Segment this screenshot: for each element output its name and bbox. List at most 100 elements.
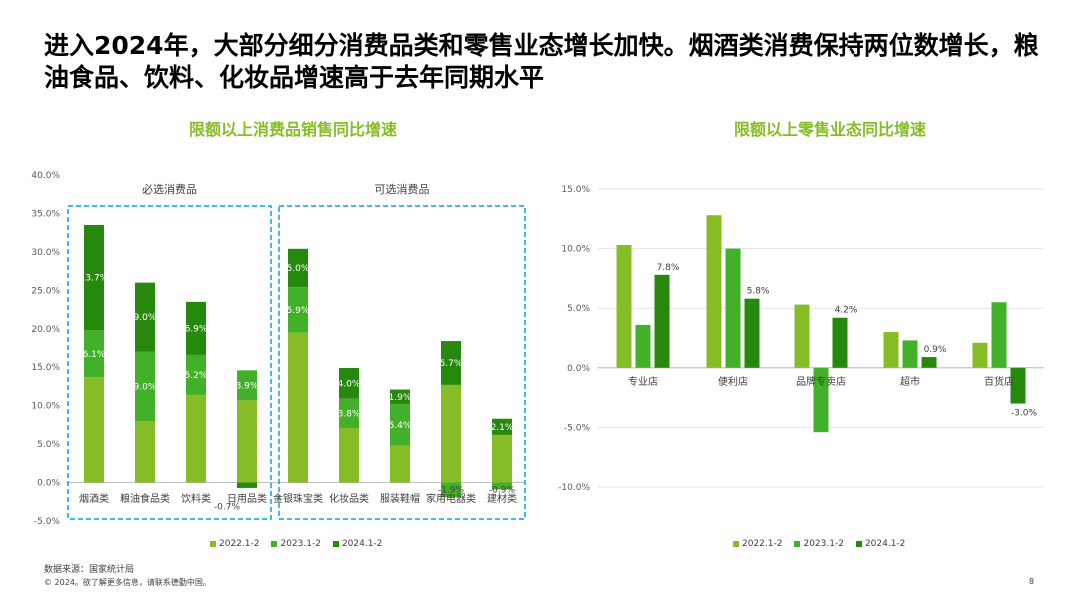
y-tick-label: 10.0%	[31, 402, 60, 412]
bar	[744, 298, 760, 368]
bar-segment	[492, 434, 512, 483]
bar	[616, 245, 632, 368]
y-tick-label: -10.0%	[558, 483, 590, 493]
legend-item-2022: 2022.1-2	[733, 539, 782, 549]
data-label: 9.0%	[134, 313, 157, 323]
data-label: 7.8%	[657, 263, 680, 273]
data-label: 6.1%	[83, 350, 106, 360]
data-label: 5.4%	[389, 421, 412, 431]
legend-item-2023: 2023.1-2	[271, 539, 321, 549]
legend-swatch-2024	[332, 541, 339, 547]
y-tick-label: -5.0%	[34, 517, 61, 527]
bar	[725, 248, 741, 368]
legend-label-2023: 2023.1-2	[280, 539, 321, 549]
copyright-note: © 2024。欲了解更多信息，请联系德勤中国。	[44, 578, 211, 587]
page-number: 8	[1029, 577, 1035, 586]
category-label: 金银珠宝类	[273, 492, 323, 505]
data-label: 5.8%	[747, 287, 770, 297]
y-tick-label: 10.0%	[561, 245, 590, 255]
y-tick-label: 15.0%	[561, 185, 590, 195]
legend-swatch-2023	[794, 541, 801, 547]
bar	[921, 357, 937, 368]
left-chart-title: 限额以上消费品销售同比增速	[188, 120, 397, 139]
y-tick-label: 35.0%	[31, 209, 60, 219]
right-chart-title: 限额以上零售业态同比增速	[733, 120, 926, 139]
bar	[794, 304, 810, 368]
data-label: -1.9%	[438, 486, 465, 496]
y-tick-label: 40.0%	[31, 171, 60, 181]
bar-segment	[441, 341, 461, 385]
data-label: 2.1%	[491, 423, 514, 433]
page-headline: 进入2024年，大部分细分消费品类和零售业态增长加快。烟酒类消费保持两位数增长，…	[44, 31, 1039, 92]
bar-segment	[84, 224, 104, 331]
bar-segment	[84, 377, 104, 483]
legend-label-2022: 2022.1-2	[742, 539, 783, 549]
legend-swatch-2023	[271, 541, 278, 547]
bar-segment	[492, 482, 512, 490]
bar-segment	[84, 330, 104, 378]
bar-segment	[135, 421, 155, 483]
y-tick-label: -5.0%	[564, 423, 591, 433]
category-label: 饮料类	[181, 492, 211, 505]
category-label: 专业店	[628, 375, 658, 388]
category-label: 化妆品类	[329, 492, 369, 505]
legend-label-2024: 2024.1-2	[341, 539, 383, 549]
bar-segment	[441, 482, 461, 498]
category-label: 烟酒类	[79, 492, 109, 505]
bar	[1010, 367, 1026, 404]
legend-item-2024: 2024.1-2	[332, 539, 383, 549]
data-label: 1.9%	[389, 393, 412, 403]
category-label: 家用电器类	[426, 492, 476, 505]
bar-segment	[339, 398, 359, 428]
y-tick-label: 5.0%	[567, 304, 590, 314]
bar-segment	[237, 482, 257, 488]
legend-label-2022: 2022.1-2	[219, 539, 260, 549]
bar	[832, 317, 848, 368]
y-tick-label: 0.0%	[567, 364, 590, 374]
data-label: -0.9%	[489, 486, 516, 496]
left-chart-legend: 2022.1-2 2023.1-2 2024.1-2	[210, 539, 382, 549]
legend-item-2022: 2022.1-2	[210, 539, 259, 549]
data-label: 13.7%	[80, 274, 109, 284]
bar	[654, 274, 670, 368]
data-label: 6.9%	[185, 324, 208, 334]
legend-label-2024: 2024.1-2	[864, 539, 906, 549]
legend-item-2023: 2023.1-2	[794, 539, 844, 549]
data-label: 4.0%	[338, 379, 361, 389]
data-label: 0.9%	[924, 345, 947, 355]
bar-segment	[441, 384, 461, 483]
data-source-note: 数据来源：国家统计局	[44, 565, 135, 575]
category-label: 服装鞋帽	[380, 492, 420, 505]
data-label: 5.7%	[440, 359, 463, 369]
category-group-box	[67, 205, 272, 520]
legend-label-2023: 2023.1-2	[803, 539, 844, 549]
bar-segment	[390, 445, 410, 483]
category-group-box	[278, 205, 526, 520]
category-label: 便利店	[718, 375, 748, 388]
bar-segment	[390, 389, 410, 405]
y-tick-label: 0.0%	[37, 479, 60, 489]
legend-item-2024: 2024.1-2	[855, 539, 906, 549]
category-label: 建材类	[487, 492, 517, 505]
bar-segment	[186, 394, 206, 483]
right-chart-legend: 2022.1-2 2023.1-2 2024.1-2	[733, 539, 905, 549]
bar-segment	[339, 367, 359, 399]
legend-swatch-2022	[733, 541, 739, 547]
bar-segment	[390, 404, 410, 446]
bar-segment	[237, 370, 257, 401]
category-group-label: 必选消费品	[142, 182, 197, 196]
bar-segment	[186, 354, 206, 395]
data-label: 4.2%	[835, 306, 858, 316]
data-label: 5.9%	[287, 306, 310, 316]
y-tick-label: 5.0%	[37, 440, 60, 450]
category-label: 超市	[900, 375, 920, 388]
data-label: 5.2%	[185, 371, 208, 381]
bar-segment	[186, 301, 206, 355]
data-label: -3.0%	[1011, 409, 1038, 419]
bar	[883, 332, 899, 368]
bar	[991, 302, 1007, 368]
bar	[635, 324, 651, 368]
y-tick-label: 30.0%	[31, 248, 60, 258]
